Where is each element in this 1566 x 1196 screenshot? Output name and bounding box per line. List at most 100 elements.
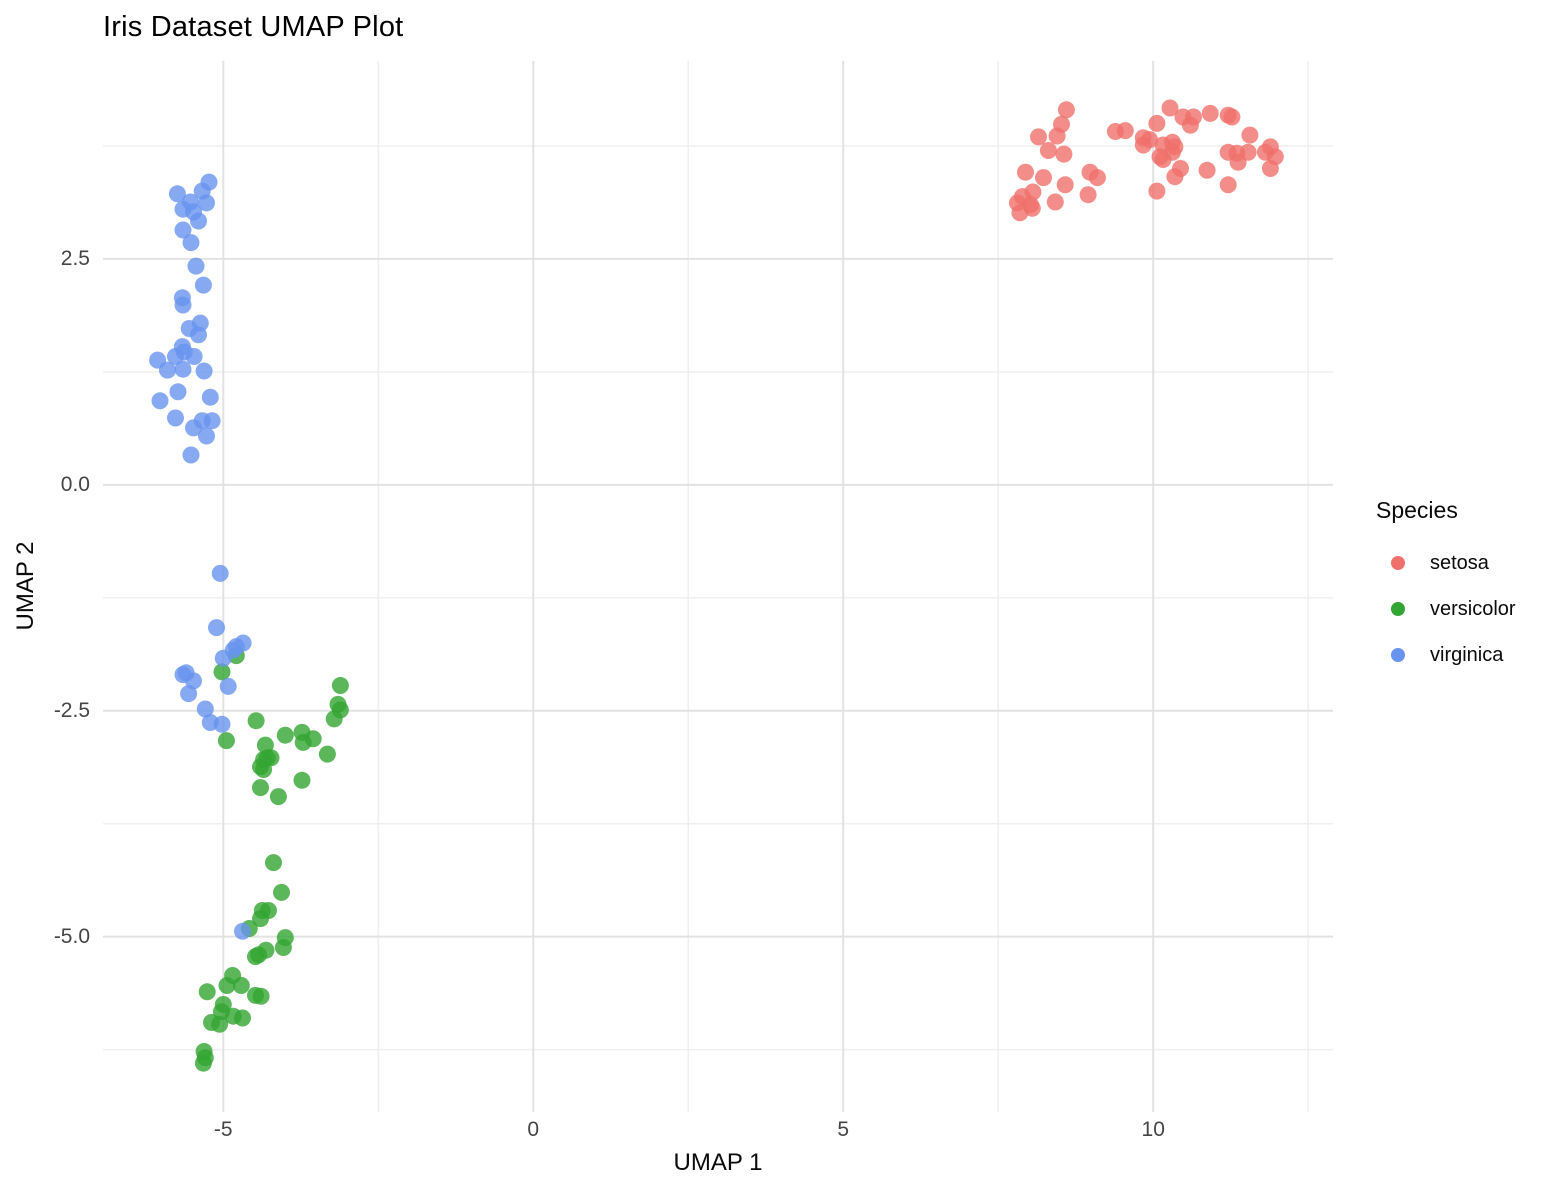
data-point-versicolor (273, 883, 290, 901)
data-point-setosa (1056, 176, 1074, 194)
data-point-setosa (1048, 127, 1066, 145)
data-point-setosa (1134, 136, 1152, 154)
data-point-setosa (1181, 116, 1199, 134)
plot-panel (103, 61, 1333, 1112)
x-tick-label: -5 (213, 1118, 233, 1141)
data-point-virginica (185, 348, 203, 365)
data-point-virginica (203, 412, 221, 430)
data-point-virginica (234, 922, 251, 940)
data-point-virginica (174, 221, 192, 239)
data-point-setosa (1219, 176, 1237, 194)
legend-item-versicolor: versicolor (1376, 586, 1516, 632)
data-point-virginica (168, 185, 186, 203)
data-point-setosa (1030, 128, 1047, 146)
legend-title: Species (1376, 497, 1458, 523)
data-point-setosa (1017, 163, 1034, 181)
data-point-versicolor (213, 663, 231, 681)
legend-dot-versicolor (1391, 602, 1405, 616)
data-point-virginica (198, 427, 215, 445)
data-point-virginica (159, 361, 176, 379)
data-point-versicolor (247, 712, 265, 730)
data-point-versicolor (218, 977, 236, 994)
data-point-setosa (1223, 108, 1241, 126)
data-point-versicolor (194, 1054, 212, 1072)
data-point-setosa (1055, 145, 1073, 163)
scatter-plot-canvas (103, 61, 1333, 1112)
legend: Species setosa versicolor virginica (1376, 497, 1516, 678)
data-point-virginica (194, 276, 212, 294)
data-point-versicolor (247, 948, 264, 966)
data-point-setosa (1201, 104, 1219, 122)
legend-item-setosa: setosa (1376, 540, 1516, 586)
data-point-setosa (1148, 114, 1166, 132)
data-point-versicolor (276, 726, 294, 744)
x-axis-title: UMAP 1 (673, 1149, 763, 1176)
data-point-virginica (174, 360, 192, 378)
data-point-virginica (214, 649, 232, 667)
data-point-setosa (1261, 160, 1279, 177)
data-point-virginica (211, 564, 229, 582)
data-point-setosa (1163, 143, 1181, 161)
legend-dot-virginica (1391, 648, 1405, 662)
legend-label-virginica: virginica (1430, 643, 1504, 666)
legend-dot-setosa (1391, 556, 1405, 570)
data-point-setosa (1079, 186, 1097, 204)
data-point-setosa (1035, 169, 1052, 187)
data-point-setosa (1148, 182, 1166, 200)
data-point-setosa (1088, 169, 1106, 187)
data-point-versicolor (198, 983, 216, 1001)
data-point-setosa (1161, 99, 1179, 117)
legend-label-setosa: setosa (1430, 551, 1489, 574)
data-point-versicolor (274, 939, 292, 956)
data-point-versicolor (318, 745, 336, 763)
data-point-setosa (1239, 143, 1257, 161)
data-point-virginica (190, 212, 207, 230)
y-tick-label: -2.5 (53, 698, 90, 722)
legend-items: setosa versicolor virginica (1376, 540, 1516, 678)
data-point-versicolor (293, 771, 311, 789)
y-tick-label: 2.5 (60, 246, 90, 270)
data-point-virginica (182, 446, 200, 464)
data-point-virginica (167, 409, 184, 427)
data-point-setosa (1057, 101, 1075, 119)
data-point-virginica (151, 392, 169, 410)
data-point-setosa (1241, 126, 1259, 144)
data-point-setosa (1198, 161, 1216, 179)
data-point-versicolor (304, 730, 322, 748)
data-point-virginica (219, 677, 237, 695)
data-point-virginica (208, 619, 225, 637)
data-point-setosa (1116, 122, 1134, 140)
data-point-versicolor (217, 732, 235, 750)
data-point-versicolor (331, 677, 349, 694)
data-point-versicolor (269, 788, 287, 806)
legend-item-virginica: virginica (1376, 632, 1516, 678)
y-axis-title: UMAP 2 (12, 541, 39, 631)
data-point-virginica (180, 685, 198, 703)
data-point-versicolor (325, 710, 343, 728)
data-point-setosa (1166, 168, 1184, 186)
data-point-virginica (213, 715, 231, 733)
data-point-setosa (1046, 193, 1064, 211)
legend-label-versicolor: versicolor (1430, 597, 1516, 620)
x-tick-label: 0 (527, 1118, 540, 1141)
data-point-virginica (198, 194, 215, 212)
data-point-versicolor (211, 1015, 229, 1033)
y-tick-label: -5.0 (53, 924, 90, 948)
data-point-virginica (187, 257, 205, 275)
data-point-versicolor (258, 749, 276, 767)
data-point-virginica (195, 362, 213, 380)
data-point-virginica (167, 348, 184, 365)
data-point-virginica (185, 419, 202, 437)
data-point-setosa (1011, 204, 1029, 222)
x-tick-label: 10 (1141, 1118, 1165, 1141)
x-tick-label: 5 (837, 1118, 850, 1141)
chart-title: Iris Dataset UMAP Plot (103, 11, 404, 43)
data-point-setosa (1039, 142, 1057, 159)
data-point-versicolor (252, 987, 270, 1005)
data-point-virginica (201, 388, 219, 406)
data-point-versicolor (260, 902, 277, 919)
data-point-virginica (196, 700, 214, 718)
data-point-virginica (182, 234, 200, 252)
data-point-versicolor (234, 1009, 251, 1027)
